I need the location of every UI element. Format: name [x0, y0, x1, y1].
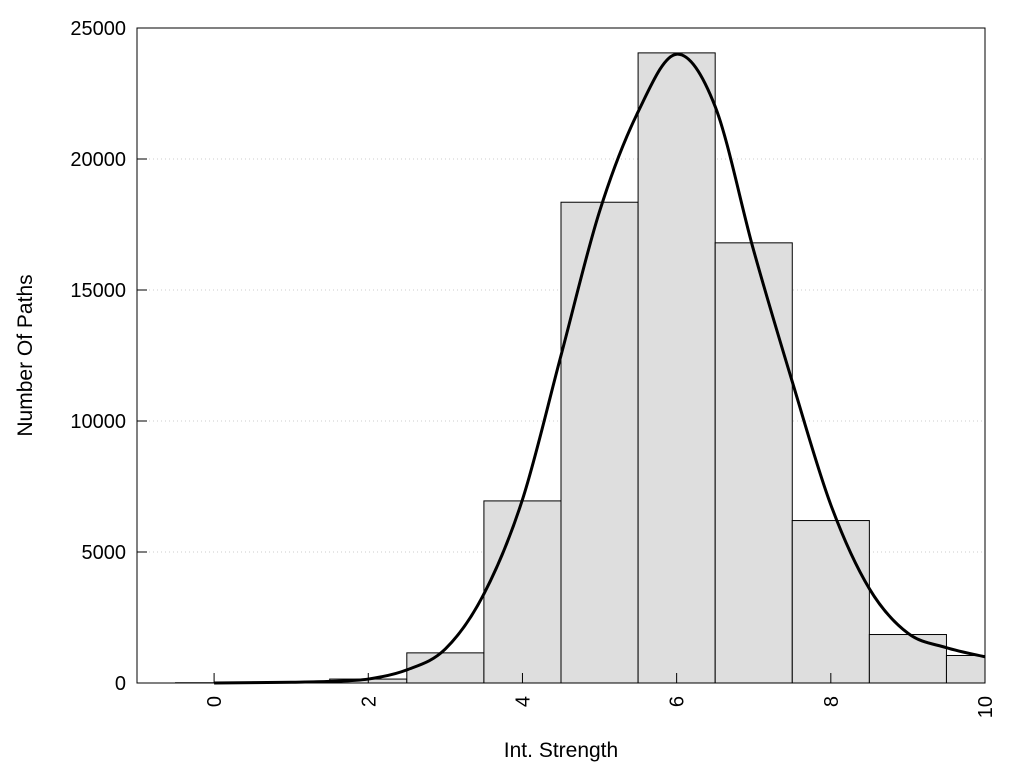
histogram-bar-6 [637, 52, 716, 684]
x-tick-label-1: 2 [358, 696, 380, 707]
x-tick-label-3: 6 [667, 696, 689, 707]
x-tick-label-2: 4 [512, 696, 534, 707]
density-curve-group [214, 52, 986, 685]
x-tick-label-5: 10 [975, 696, 997, 718]
y-tick-label-0: 0 [115, 673, 126, 695]
histogram-bar-4 [483, 500, 562, 684]
histogram-bar-5 [560, 201, 639, 684]
y-axis-label: Number Of Paths [14, 274, 37, 436]
x-axis-ticks: 0 2 4 6 8 10 [204, 673, 997, 718]
histogram-bar-3 [406, 652, 485, 684]
density-curve [214, 52, 986, 685]
y-tick-label-1: 5000 [82, 542, 127, 564]
histogram-bar-10 [945, 654, 986, 684]
histogram-bar-8 [791, 520, 870, 684]
histogram-bar-7 [714, 242, 793, 684]
x-tick-label-0: 0 [204, 696, 226, 707]
x-axis-label: Int. Strength [504, 739, 618, 762]
histogram-bar-9 [868, 634, 947, 684]
y-tick-label-2: 10000 [70, 411, 126, 433]
y-axis-ticks: 0 5000 10000 15000 20000 25000 [70, 18, 147, 695]
x-tick-label-4: 8 [821, 696, 843, 707]
y-tick-label-5: 25000 [70, 18, 126, 40]
histogram-bars [175, 52, 986, 684]
y-tick-label-4: 20000 [70, 149, 126, 171]
y-tick-label-3: 15000 [70, 280, 126, 302]
plot-frame [136, 27, 986, 684]
